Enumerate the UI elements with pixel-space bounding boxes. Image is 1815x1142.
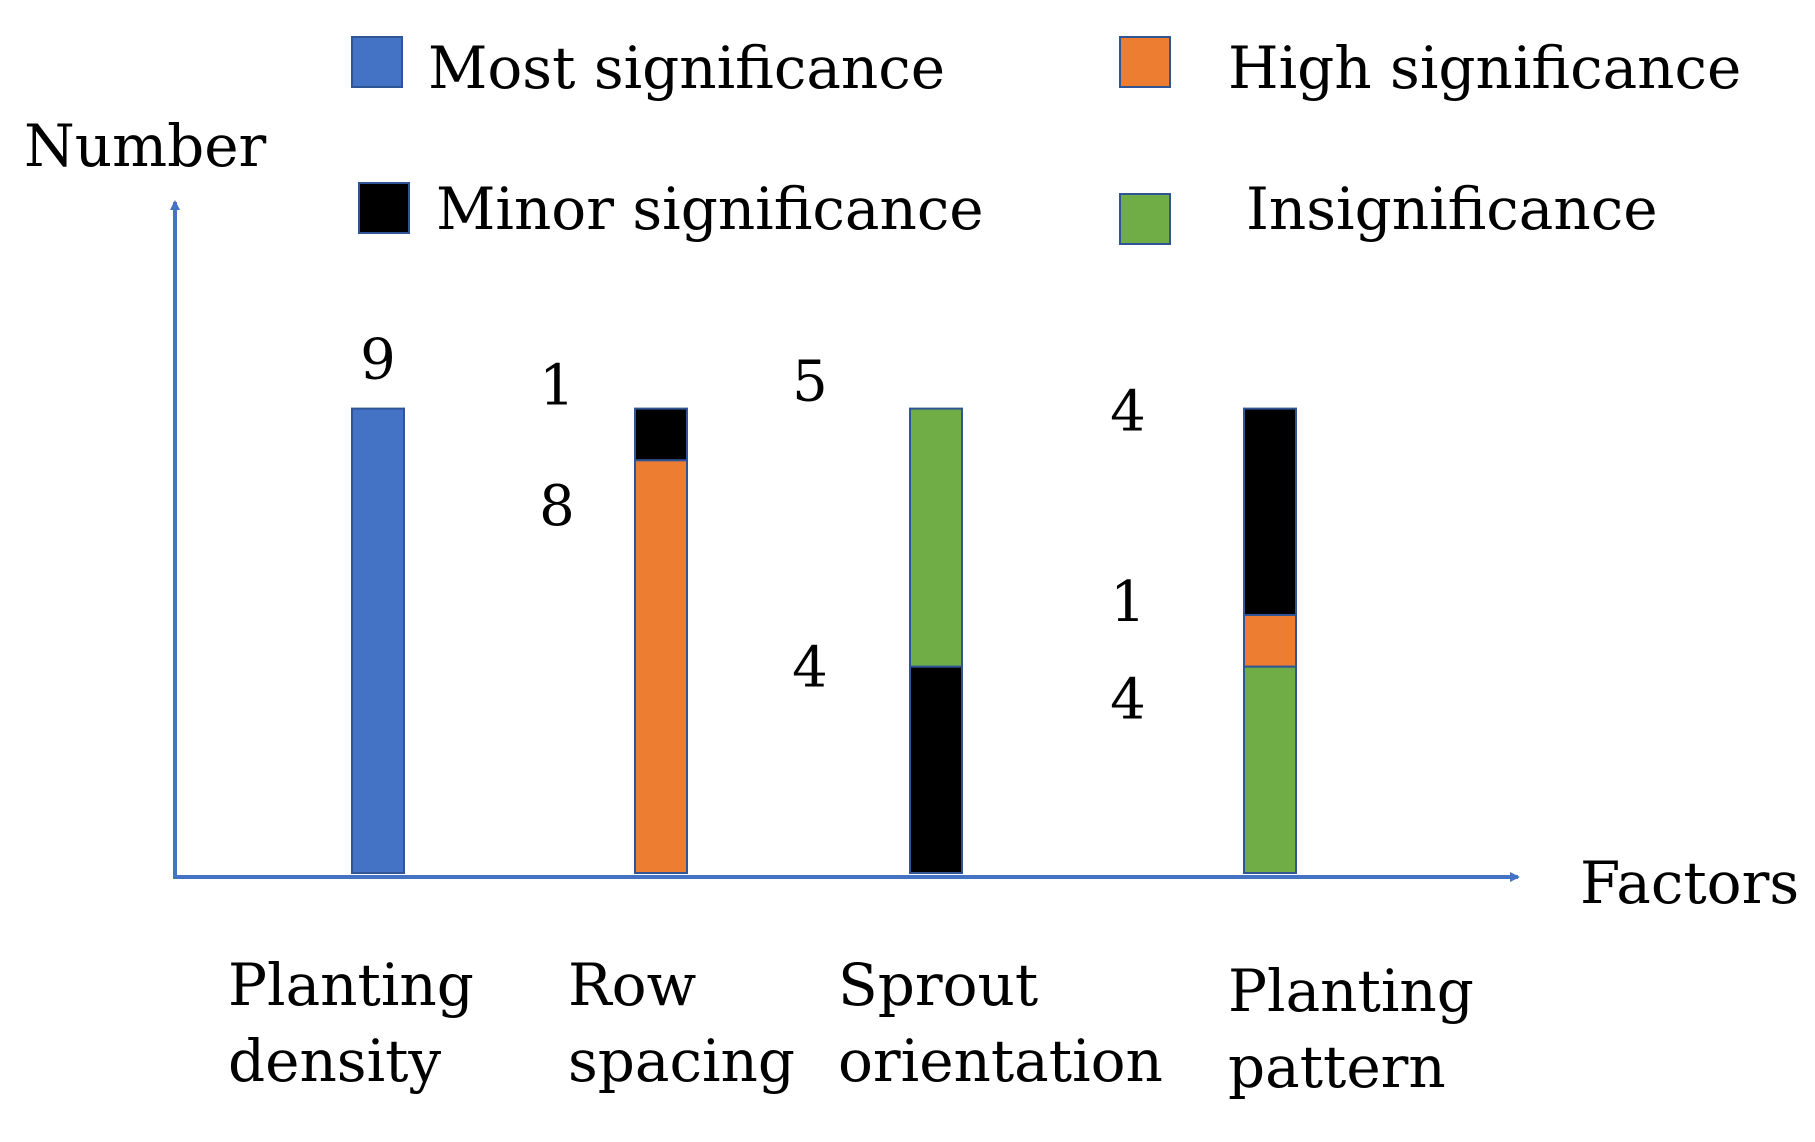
legend-label-minor-significance: Minor significance xyxy=(436,175,984,243)
legend-item-minor-significance: Minor significance xyxy=(358,175,984,243)
axes: Number Factors xyxy=(24,112,1799,917)
bar-sprout-orientation-insignificance xyxy=(909,407,963,668)
value-label-planting-pattern-minor-significance: 4 xyxy=(1110,380,1146,445)
legend-item-insignificance: Insignificance xyxy=(1119,175,1658,245)
x-tick-label-planting-density-line-2: density xyxy=(228,1027,441,1095)
x-tick-label-planting-pattern-line-2: pattern xyxy=(1228,1033,1446,1101)
legend-label-insignificance: Insignificance xyxy=(1246,175,1658,243)
x-tick-label-sprout-orientation-line-2: orientation xyxy=(838,1027,1163,1095)
value-label-planting-pattern-insignificance: 4 xyxy=(1110,668,1146,733)
value-label-row-spacing-high-significance: 8 xyxy=(539,474,575,539)
x-tick-label-sprout-orientation-line-1: Sprout xyxy=(838,951,1038,1019)
category-labels: Planting density Row spacing Sprout orientati… xyxy=(228,951,1474,1101)
legend-label-high-significance: High significance xyxy=(1228,34,1741,102)
legend-item-most-significance: Most significance xyxy=(351,34,945,102)
x-tick-label-planting-density-line-1: Planting xyxy=(228,951,474,1019)
legend-swatch-minor-significance xyxy=(358,182,410,234)
value-label-sprout-orientation-insignificance: 5 xyxy=(792,350,828,415)
bar-sprout-orientation-minor-significance xyxy=(909,665,963,874)
bar-planting-pattern-minor-significance xyxy=(1243,407,1297,616)
value-label-planting-pattern-high-significance: 1 xyxy=(1110,570,1146,635)
bar-row-spacing-high-significance xyxy=(634,459,688,874)
legend-swatch-high-significance xyxy=(1119,36,1171,88)
value-label-sprout-orientation-minor-significance: 4 xyxy=(792,636,828,701)
x-axis-title: Factors xyxy=(1580,849,1799,917)
x-tick-label-row-spacing-line-1: Row xyxy=(568,951,696,1019)
value-label-planting-density-most-significance: 9 xyxy=(360,328,396,393)
value-label-row-spacing-minor-significance: 1 xyxy=(539,354,575,419)
bar-planting-density-most-significance xyxy=(351,407,405,874)
bar-row-spacing-minor-significance xyxy=(634,407,688,462)
legend-item-high-significance: High significance xyxy=(1119,34,1741,102)
x-tick-label-planting-pattern-line-1: Planting xyxy=(1228,957,1474,1025)
value-labels: 9 8 1 4 5 4 1 4 xyxy=(360,328,1146,733)
y-axis-title: Number xyxy=(24,112,267,180)
bar-planting-pattern-high-significance xyxy=(1243,614,1297,668)
legend-swatch-most-significance xyxy=(351,36,403,88)
x-tick-label-row-spacing-line-2: spacing xyxy=(568,1027,795,1095)
legend-swatch-insignificance xyxy=(1119,193,1171,245)
legend: Most significance High significance Mino… xyxy=(351,34,1741,245)
bar-planting-pattern-insignificance xyxy=(1243,665,1297,874)
legend-label-most-significance: Most significance xyxy=(428,34,945,102)
bars xyxy=(351,407,1297,874)
